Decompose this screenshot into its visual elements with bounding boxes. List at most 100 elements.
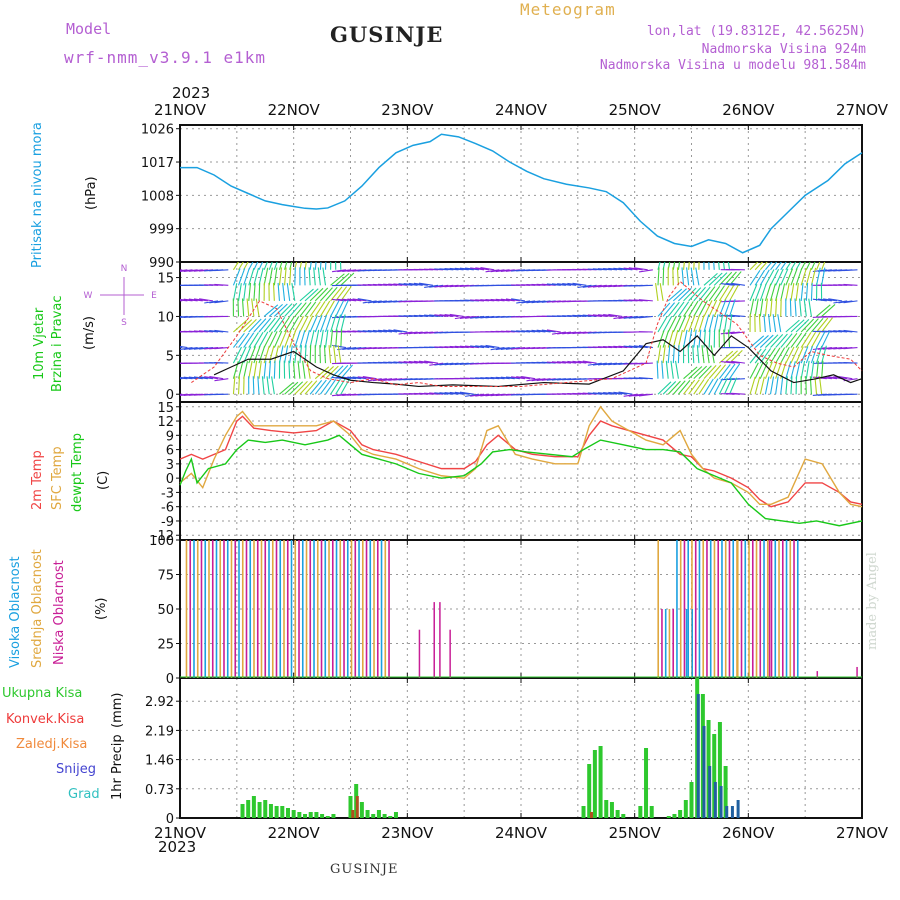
wind-vector xyxy=(613,345,628,349)
precip-bar xyxy=(240,804,245,818)
wind-vector xyxy=(475,393,490,397)
wind-vector xyxy=(688,329,693,348)
wind-vector xyxy=(628,267,643,271)
wind-vector xyxy=(340,329,343,348)
cloud-bar xyxy=(709,540,712,678)
wind-vector xyxy=(362,300,377,304)
y-tick-label: 2.19 xyxy=(145,724,174,739)
cloud-bar xyxy=(268,540,270,678)
y-tick-label: 1008 xyxy=(141,189,174,204)
cloud-bar xyxy=(189,540,192,678)
dewpoint-line xyxy=(179,434,863,527)
wind-vector xyxy=(383,283,398,286)
wind-vector xyxy=(657,345,662,364)
wind-vector xyxy=(562,378,577,381)
wind-vector xyxy=(582,314,597,317)
precip-bar xyxy=(730,806,734,818)
wind-vector xyxy=(490,347,505,351)
wind-vector xyxy=(204,330,219,333)
precip-bar xyxy=(365,810,370,818)
wind-vector xyxy=(347,269,362,272)
wind-vector xyxy=(708,299,718,317)
wind-vector xyxy=(521,284,536,286)
wind-vector xyxy=(720,282,735,286)
cloud-bar xyxy=(691,609,693,678)
cloud-bars xyxy=(180,540,862,678)
wind-vector xyxy=(398,283,413,286)
wind-vector xyxy=(754,362,764,379)
wind-vector xyxy=(393,361,408,364)
wind-vector xyxy=(480,393,495,397)
wind-vector xyxy=(180,362,183,364)
panel-1: 15 10 5 0 xyxy=(157,261,863,403)
wind-vector xyxy=(703,314,710,333)
wind-vector xyxy=(470,267,485,271)
wind-vector xyxy=(500,347,515,350)
wind-vector xyxy=(725,331,740,335)
wind-vector xyxy=(582,392,597,395)
wind-vector xyxy=(577,268,592,271)
wind-vector xyxy=(833,393,848,396)
wind-vector xyxy=(567,282,582,286)
wind-vector xyxy=(289,381,304,395)
wind-vector xyxy=(319,345,321,364)
wind-vector xyxy=(330,329,334,348)
wind-vector xyxy=(214,347,229,350)
wind-vector xyxy=(459,362,474,365)
wind-vector xyxy=(785,262,792,271)
wind-vector xyxy=(209,347,224,350)
wind-vector xyxy=(289,262,293,270)
wind-vector xyxy=(693,300,704,317)
time-tick-top-label: 24NOV xyxy=(495,101,548,119)
wind-vector xyxy=(729,299,736,317)
wind-vector xyxy=(672,345,675,364)
wind-vector xyxy=(237,283,242,301)
cloud-bar xyxy=(778,540,780,678)
wind-vector xyxy=(693,365,708,380)
wind-vector xyxy=(330,300,340,317)
wind-vector xyxy=(662,315,673,333)
wind-vector xyxy=(562,283,577,286)
wind-vector xyxy=(613,299,628,302)
precip-bar xyxy=(246,800,251,818)
wind-vector xyxy=(495,330,510,333)
y-tick-label: 0 xyxy=(166,672,174,687)
wind-vector xyxy=(772,314,777,333)
wind-vector xyxy=(490,269,505,273)
wind-vector xyxy=(204,300,219,304)
wind-vector xyxy=(367,378,382,382)
precip-bar xyxy=(320,814,325,818)
wind-vector xyxy=(454,284,469,288)
wind-vector xyxy=(485,315,500,319)
wind-vector xyxy=(198,330,214,333)
wind-vector xyxy=(577,314,592,317)
wind-vector xyxy=(299,301,312,317)
wind-vector xyxy=(633,362,648,365)
wind-vector xyxy=(577,360,592,364)
wind-vector xyxy=(770,347,781,364)
wind-vector xyxy=(821,360,824,379)
cloud-bar xyxy=(736,540,739,678)
wind-vector xyxy=(330,378,341,395)
wind-vector xyxy=(325,300,335,317)
wind-vector xyxy=(843,269,858,272)
compass-letter: N xyxy=(121,264,128,274)
wind-vector xyxy=(398,331,413,335)
precip-bar xyxy=(589,812,593,818)
panel-0: 1026 1017 1008 999 990 xyxy=(141,123,863,271)
wind-vector xyxy=(183,393,198,396)
cloud-bar xyxy=(789,540,792,678)
wind-vector xyxy=(258,267,264,286)
wind-vector xyxy=(790,262,797,271)
wind-vector xyxy=(214,361,229,364)
wind-vector xyxy=(294,315,304,333)
wind-vector xyxy=(531,283,546,286)
precip-bar xyxy=(351,810,355,818)
wind-vector xyxy=(340,299,349,317)
wind-vector xyxy=(572,331,587,335)
wind-vector xyxy=(204,347,219,350)
wind-vector xyxy=(464,345,480,349)
wind-axis-title: 10m Vjetar xyxy=(32,307,47,380)
wind-vector xyxy=(418,360,433,364)
wind-vector xyxy=(464,267,480,271)
